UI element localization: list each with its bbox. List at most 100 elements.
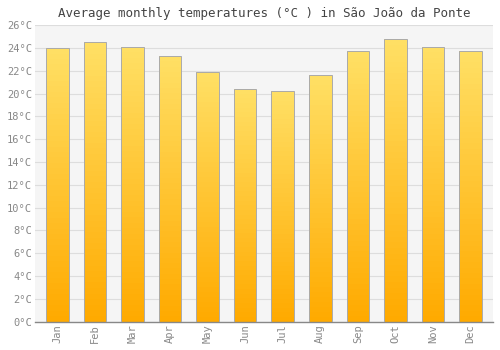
Bar — [459, 214, 482, 219]
Bar — [422, 113, 444, 118]
Bar — [84, 210, 106, 216]
Bar — [158, 72, 181, 77]
Bar — [309, 312, 332, 317]
Bar — [346, 170, 369, 176]
Bar — [459, 51, 482, 57]
Bar — [158, 231, 181, 237]
Bar — [121, 69, 144, 75]
Bar — [309, 208, 332, 213]
Bar — [158, 167, 181, 173]
Bar — [309, 218, 332, 223]
Bar — [309, 223, 332, 228]
Bar — [196, 246, 219, 252]
Bar — [422, 300, 444, 305]
Bar — [46, 256, 68, 261]
Bar — [234, 284, 256, 289]
Bar — [384, 287, 406, 293]
Bar — [196, 307, 219, 312]
Bar — [459, 208, 482, 213]
Bar — [46, 168, 68, 174]
Bar — [196, 157, 219, 162]
Bar — [234, 89, 256, 94]
Bar — [158, 157, 181, 162]
Bar — [121, 173, 144, 179]
Bar — [158, 311, 181, 316]
Bar — [46, 234, 68, 239]
Bar — [121, 190, 144, 195]
Bar — [196, 197, 219, 202]
Bar — [309, 282, 332, 287]
Bar — [196, 287, 219, 292]
Bar — [234, 280, 256, 284]
Bar — [272, 105, 294, 110]
Bar — [384, 271, 406, 276]
Bar — [84, 310, 106, 316]
Bar — [121, 80, 144, 85]
Bar — [346, 165, 369, 170]
Bar — [346, 143, 369, 149]
Bar — [84, 299, 106, 305]
Bar — [384, 73, 406, 78]
Bar — [234, 247, 256, 252]
Bar — [346, 84, 369, 89]
Bar — [309, 213, 332, 218]
Bar — [309, 125, 332, 130]
Bar — [272, 294, 294, 299]
Bar — [384, 276, 406, 282]
Bar — [272, 317, 294, 322]
Bar — [158, 205, 181, 210]
Bar — [309, 247, 332, 253]
Bar — [346, 300, 369, 305]
Bar — [309, 95, 332, 100]
Bar — [272, 206, 294, 211]
Bar — [158, 141, 181, 146]
Bar — [459, 51, 482, 322]
Bar — [158, 77, 181, 83]
Bar — [422, 217, 444, 223]
Bar — [272, 275, 294, 280]
Bar — [309, 75, 332, 80]
Bar — [196, 266, 219, 272]
Bar — [272, 188, 294, 193]
Bar — [158, 252, 181, 258]
Bar — [272, 216, 294, 220]
Bar — [309, 307, 332, 312]
Bar — [346, 203, 369, 208]
Bar — [384, 169, 406, 175]
Bar — [46, 48, 68, 54]
Bar — [459, 294, 482, 300]
Bar — [121, 294, 144, 300]
Bar — [121, 283, 144, 289]
Bar — [384, 118, 406, 124]
Bar — [459, 267, 482, 273]
Bar — [46, 174, 68, 179]
Bar — [158, 258, 181, 263]
Bar — [46, 70, 68, 75]
Bar — [422, 151, 444, 157]
Bar — [384, 225, 406, 231]
Bar — [384, 129, 406, 135]
Bar — [384, 141, 406, 146]
Bar — [196, 177, 219, 182]
Bar — [384, 186, 406, 191]
Bar — [84, 171, 106, 176]
Bar — [234, 126, 256, 131]
Bar — [422, 261, 444, 267]
Bar — [46, 239, 68, 245]
Bar — [84, 198, 106, 204]
Bar — [309, 252, 332, 258]
Bar — [196, 122, 219, 127]
Bar — [422, 124, 444, 129]
Bar — [234, 270, 256, 275]
Bar — [309, 120, 332, 125]
Bar — [384, 316, 406, 322]
Bar — [384, 62, 406, 67]
Bar — [121, 107, 144, 113]
Bar — [121, 58, 144, 63]
Bar — [234, 205, 256, 210]
Bar — [422, 162, 444, 168]
Bar — [309, 297, 332, 302]
Bar — [272, 299, 294, 303]
Bar — [422, 80, 444, 85]
Bar — [234, 238, 256, 243]
